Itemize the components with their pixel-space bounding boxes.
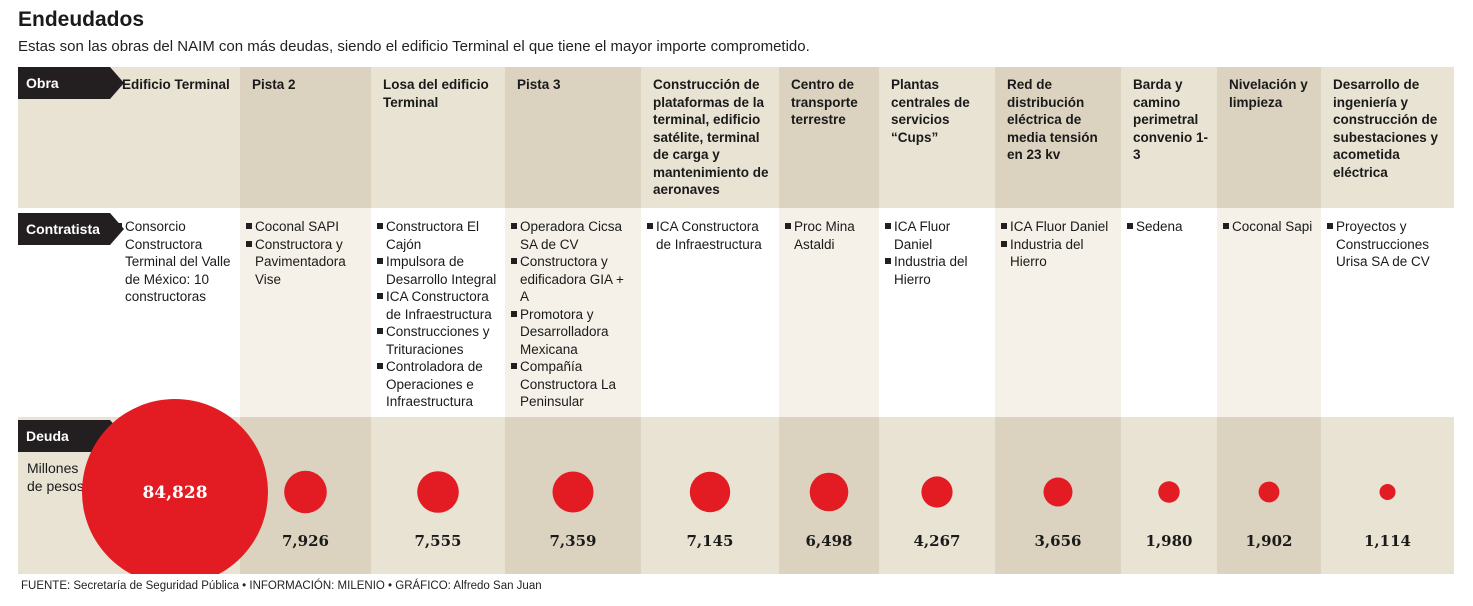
- column-shade: [995, 208, 1121, 417]
- chart-title: Endeudados: [18, 8, 145, 31]
- debt-bubble: [1158, 481, 1180, 503]
- contractor-item: Consorcio Constructora Terminal del Vall…: [116, 218, 232, 306]
- obra-row-label: Obra: [18, 67, 124, 99]
- contractor-item: Compañía Constructora La Peninsular: [511, 358, 633, 411]
- contractor-list: Coconal Sapi: [1223, 218, 1313, 236]
- value-label: 1,980: [1145, 532, 1193, 550]
- value-label: 7,145: [686, 532, 734, 550]
- column-shade: [1217, 208, 1321, 417]
- contractor-item: Constructora y edificadora GIA + A: [511, 253, 633, 306]
- contractor-item: ICA Fluor Daniel: [1001, 218, 1113, 236]
- obra-name: Red de distribución eléctrica de media t…: [1007, 77, 1098, 162]
- obra-name: Losa del edificio Terminal: [383, 77, 489, 110]
- debt-bubble: [1043, 477, 1073, 507]
- contractor-list: Coconal SAPI Constructora y Pavimentadora…: [246, 218, 363, 288]
- contractor-item: Proyectos y Construcciones Urisa SA de C…: [1327, 218, 1446, 271]
- value-label: 4,267: [913, 532, 961, 550]
- value-label: 7,926: [282, 532, 329, 550]
- column-shade: [505, 67, 641, 208]
- debt-bubble: [809, 472, 849, 512]
- obra-name: Pista 3: [517, 77, 561, 92]
- contractor-item: Promotora y Desarrolladora Mexicana: [511, 306, 633, 359]
- column-shade: [1217, 67, 1321, 208]
- value-label: 84,828: [142, 483, 207, 503]
- column-shade: [240, 67, 371, 208]
- obra-name: Plantas centrales de servicios “Cups”: [891, 77, 970, 145]
- value-label: 1,902: [1245, 532, 1293, 550]
- contractor-item: Proc Mina Astaldi: [785, 218, 871, 253]
- debt-bubble: [284, 470, 327, 514]
- contractor-item: Coconal SAPI: [246, 218, 363, 236]
- obra-name: Centro de transporte terrestre: [791, 77, 858, 127]
- contractor-item: Operadora Cicsa SA de CV: [511, 218, 633, 253]
- contractor-item: Constructora y Pavimentadora Vise: [246, 236, 363, 289]
- obra-name: Desarrollo de ingeniería y construcción …: [1333, 77, 1439, 180]
- contractor-item: ICA Constructora de Infraestructura: [377, 288, 497, 323]
- contractor-list: Proc Mina Astaldi: [785, 218, 871, 253]
- contractor-list: Consorcio Constructora Terminal del Vall…: [116, 218, 232, 306]
- value-label: 1,114: [1364, 532, 1411, 550]
- contractor-item: Impulsora de Desarrollo Integral: [377, 253, 497, 288]
- debt-bubble: [82, 399, 268, 574]
- contractor-item: Industria del Hierro: [1001, 236, 1113, 271]
- value-label: 3,656: [1034, 532, 1082, 550]
- column-shade: [995, 67, 1121, 208]
- obra-name: Pista 2: [252, 77, 296, 92]
- chart-grid: Obra Contratista Deuda Millones de pesos…: [18, 67, 1454, 574]
- contractor-list: Proyectos y Construcciones Urisa SA de C…: [1327, 218, 1446, 271]
- debt-bubble: [689, 471, 731, 513]
- value-label: 7,555: [414, 532, 462, 550]
- obra-band: [18, 67, 1454, 208]
- debt-bubble: [552, 471, 594, 513]
- contractor-list: ICA Fluor Daniel Industria del Hierro: [1001, 218, 1113, 271]
- debt-bubble: [1258, 481, 1280, 503]
- column-shade: [779, 67, 879, 208]
- contractor-list: Constructora El Cajón Impulsora de Desarr…: [377, 218, 497, 411]
- value-label: 6,498: [805, 532, 853, 550]
- bubble-layer: 84,828: [82, 399, 1396, 574]
- contractor-item: Constructora El Cajón: [377, 218, 497, 253]
- debt-bubble: [921, 476, 953, 508]
- obra-name: Barda y camino perimetral convenio 1-3: [1133, 77, 1209, 162]
- column-shade: [779, 208, 879, 417]
- contractor-list: ICA Constructora de Infraestructura: [647, 218, 771, 253]
- contractor-item: Coconal Sapi: [1223, 218, 1313, 236]
- debt-bubble: [417, 471, 459, 513]
- column-shade: [240, 208, 371, 417]
- unit-label: Millones de pesos: [27, 460, 84, 494]
- column-shade: [505, 208, 641, 417]
- contractor-list: Operadora Cicsa SA de CV Constructora y e…: [511, 218, 633, 411]
- obra-name: Construcción de plataformas de la termin…: [653, 77, 769, 197]
- contratista-row-label: Contratista: [18, 213, 124, 245]
- source-note: FUENTE: Secretaría de Seguridad Pública …: [21, 580, 542, 592]
- chart-subtitle: Estas son las obras del NAIM con más deu…: [18, 38, 810, 55]
- contractor-list: ICA Fluor Daniel Industria del Hierro: [885, 218, 987, 288]
- contractor-list: Sedena: [1127, 218, 1209, 236]
- contractor-item: Controladora de Operaciones e Infraestru…: [377, 358, 497, 411]
- obra-name: Edificio Terminal: [122, 77, 230, 92]
- contractor-item: Construcciones y Trituraciones: [377, 323, 497, 358]
- contractor-item: ICA Fluor Daniel: [885, 218, 987, 253]
- contractor-item: Industria del Hierro: [885, 253, 987, 288]
- contractor-item: ICA Constructora de Infraestructura: [647, 218, 771, 253]
- obra-name: Nivelación y limpieza: [1229, 77, 1308, 110]
- contractor-item: Sedena: [1127, 218, 1209, 236]
- debt-bubble: [1379, 484, 1396, 500]
- value-label: 7,359: [549, 532, 597, 550]
